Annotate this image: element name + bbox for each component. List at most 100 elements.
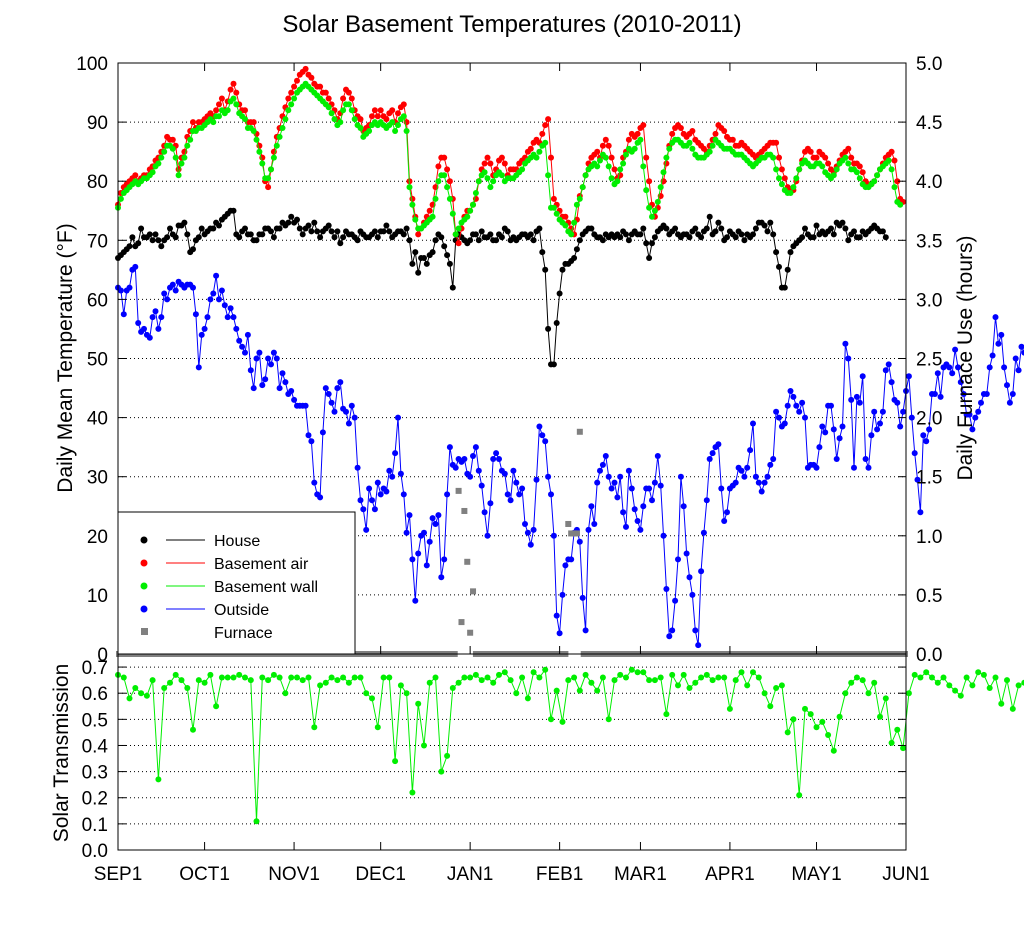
solar-point — [692, 679, 699, 686]
house-point — [294, 216, 300, 223]
outside-point — [790, 393, 797, 400]
y2-tick-label: 1.5 — [916, 468, 942, 489]
outside-point — [758, 488, 765, 495]
series-basement_wall — [115, 80, 904, 238]
basement_wall-point — [328, 110, 335, 117]
house-point — [268, 228, 274, 235]
outside-point — [787, 388, 794, 394]
basement_air-point — [643, 154, 650, 161]
basement_wall-point — [796, 166, 803, 173]
outside-point — [845, 355, 852, 362]
solar-point — [663, 711, 670, 718]
furnace-point — [470, 588, 477, 595]
solar-point — [796, 792, 803, 799]
house-point — [135, 240, 142, 247]
solar-point — [253, 818, 260, 825]
house-point — [288, 213, 295, 220]
solar-point — [1021, 679, 1024, 686]
basement_air-point — [302, 65, 309, 72]
outside-point — [654, 453, 661, 459]
basement_air-point — [389, 107, 396, 114]
basement_air-point — [773, 139, 780, 146]
basement_wall-point — [406, 184, 413, 191]
house-point — [599, 237, 606, 244]
outside-point — [631, 506, 638, 513]
outside-point — [877, 420, 883, 427]
solar-point — [553, 687, 560, 694]
y2-tick-label: 3.5 — [916, 231, 942, 252]
solar-point — [830, 747, 837, 754]
solar-point — [917, 674, 924, 681]
basement_air-point — [369, 113, 375, 120]
outside-point — [683, 550, 690, 557]
solar-point — [605, 716, 612, 723]
outside-point — [467, 473, 474, 480]
outside-point — [452, 464, 459, 471]
house-point — [184, 231, 191, 238]
house-point — [553, 320, 560, 326]
house-point — [493, 237, 500, 244]
outside-point — [848, 396, 855, 403]
basement_wall-point — [470, 201, 476, 208]
house-point — [259, 231, 266, 238]
solar-point — [195, 677, 202, 684]
basement_air-point — [383, 116, 390, 123]
solar-point — [132, 685, 139, 691]
solar-point — [259, 674, 266, 681]
basement_wall-point — [158, 154, 165, 161]
outside-point — [634, 518, 641, 524]
basement_wall-point — [366, 128, 373, 134]
solar-point — [911, 671, 918, 678]
outside-point — [666, 633, 673, 640]
house-point — [530, 237, 537, 244]
house-point — [536, 225, 543, 232]
house-point — [715, 219, 722, 226]
outside-point — [689, 591, 696, 598]
outside-point — [354, 464, 361, 471]
basement_wall-point — [651, 207, 658, 214]
basement_wall-point — [519, 166, 526, 173]
solar-point — [190, 726, 196, 733]
outside-point — [438, 574, 445, 581]
solar-point — [201, 679, 208, 686]
solar-point — [311, 724, 318, 731]
outside-point — [640, 503, 647, 510]
outside-point — [718, 485, 725, 492]
outside-point — [444, 491, 451, 498]
basement_air-point — [602, 136, 609, 143]
outside-point — [484, 532, 491, 539]
outside-point — [141, 325, 147, 332]
house-point — [198, 225, 205, 232]
outside-point — [1009, 391, 1016, 397]
house-point — [504, 228, 511, 235]
house-point — [828, 225, 834, 232]
outside-point — [931, 391, 938, 397]
outside-point — [559, 591, 566, 598]
outside-point — [345, 420, 352, 427]
y-tick-label: 90 — [87, 113, 108, 134]
outside-point — [905, 373, 912, 380]
house-point — [386, 228, 393, 235]
basement_wall-point — [432, 195, 439, 202]
outside-point — [579, 594, 586, 601]
outside-point — [331, 408, 338, 415]
solar-point — [490, 679, 497, 686]
outside-point — [412, 597, 419, 604]
y-tick-label: 30 — [87, 468, 108, 489]
solar-point — [969, 682, 976, 689]
basement_air-point — [640, 122, 647, 129]
outside-point — [983, 391, 990, 397]
basement_air-point — [611, 166, 618, 173]
basement_wall-point — [400, 113, 407, 120]
y2-tick-label: 3.0 — [916, 290, 942, 311]
outside-point — [738, 467, 745, 474]
solar-point — [167, 679, 173, 686]
solar-point — [940, 674, 947, 681]
basement_wall-point — [181, 154, 188, 161]
house-point — [415, 269, 422, 276]
house-point — [478, 228, 485, 235]
basement_wall-point — [553, 210, 560, 217]
house-point — [761, 222, 768, 229]
basement_wall-point — [605, 163, 612, 170]
outside-point — [657, 482, 664, 489]
